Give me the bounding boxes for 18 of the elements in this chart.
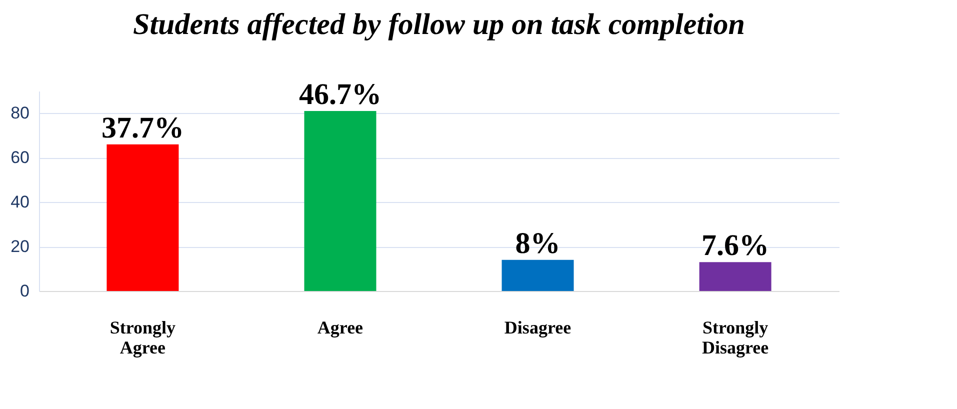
y-tick-label: 0 bbox=[20, 282, 30, 300]
bar bbox=[106, 144, 179, 291]
annotation: 7.6% bbox=[702, 229, 770, 262]
annotation: 8% bbox=[515, 226, 560, 260]
x-tick-label: Strongly Agree bbox=[110, 318, 176, 358]
y-tick-label: 60 bbox=[10, 148, 30, 168]
chart-title: Students affected by follow up on task completion bbox=[133, 8, 745, 41]
y-tick-label: 20 bbox=[10, 237, 30, 256]
bar bbox=[304, 111, 376, 291]
annotation: 46.7% bbox=[298, 78, 382, 111]
y-tick-label: 40 bbox=[10, 192, 30, 212]
x-tick-label: Agree bbox=[317, 318, 364, 338]
x-tick-label: Strongly Disagree bbox=[702, 318, 769, 358]
annotation: 37.7% bbox=[101, 111, 184, 144]
y-tick-label: 80 bbox=[10, 104, 30, 123]
x-tick-label: Disagree bbox=[504, 318, 572, 338]
bar bbox=[502, 260, 574, 291]
bar bbox=[699, 262, 772, 291]
